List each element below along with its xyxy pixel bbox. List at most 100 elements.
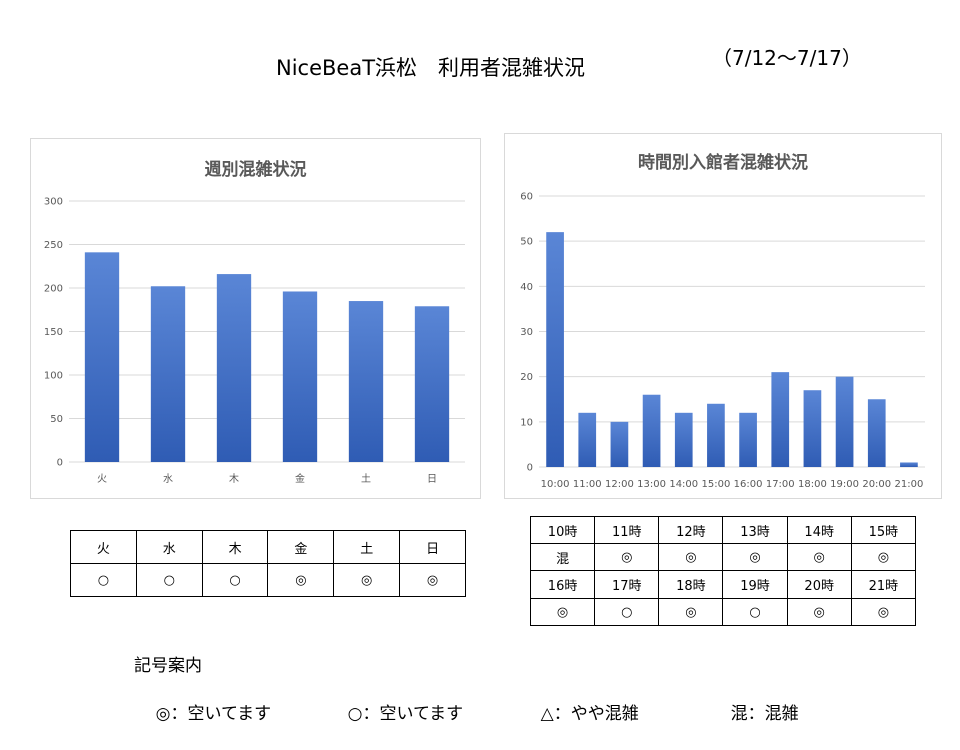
hourly-status-cell: ◎ bbox=[786, 598, 852, 626]
hourly-hour-cell: 17時 bbox=[594, 570, 660, 599]
x-tick-label: 13:00 bbox=[637, 479, 666, 490]
bar bbox=[835, 376, 854, 467]
y-tick-label: 0 bbox=[57, 458, 63, 469]
hourly-chart-title: 時間別入館者混雑状況 bbox=[638, 153, 808, 173]
y-tick-label: 100 bbox=[44, 371, 63, 382]
weekly-status-cell: ◎ bbox=[267, 563, 335, 597]
date-range: （7/12～7/17） bbox=[712, 46, 862, 70]
x-tick-label: 19:00 bbox=[830, 479, 859, 490]
y-tick-label: 150 bbox=[44, 327, 63, 338]
x-tick-label: 12:00 bbox=[605, 479, 634, 490]
y-tick-label: 250 bbox=[44, 240, 63, 251]
weekly-day-cell: 金 bbox=[267, 530, 335, 564]
bar bbox=[739, 412, 757, 467]
x-tick-label: 10:00 bbox=[541, 479, 570, 490]
bar bbox=[771, 372, 790, 467]
hourly-hour-row: 10時 11時 12時 13時 14時 15時 bbox=[529, 516, 917, 544]
hourly-hour-cell: 10時 bbox=[529, 516, 596, 544]
y-tick-label: 10 bbox=[520, 417, 533, 428]
hourly-status-cell: ◎ bbox=[850, 543, 917, 571]
weekly-status-cell: ○ bbox=[201, 563, 269, 597]
hourly-hour-cell: 18時 bbox=[658, 570, 724, 599]
bar bbox=[707, 403, 725, 467]
bar bbox=[348, 301, 384, 462]
hourly-status-cell: ◎ bbox=[658, 543, 724, 571]
weekly-status-table: 火 水 木 金 土 日 ○ ○ ○ ◎ ◎ ◎ bbox=[70, 530, 466, 597]
weekly-day-cell: 火 bbox=[70, 530, 137, 564]
legend-item: △：やや混雑 bbox=[540, 704, 639, 724]
weekly-day-cell: 日 bbox=[399, 530, 466, 564]
bar bbox=[150, 286, 186, 462]
x-tick-label: 21:00 bbox=[895, 479, 924, 490]
x-tick-label: 土 bbox=[361, 472, 371, 485]
hourly-status-cell: ◎ bbox=[529, 598, 596, 626]
hourly-status-cell: ◎ bbox=[658, 598, 724, 626]
legend-item: 混：混雑 bbox=[730, 704, 799, 724]
hourly-status-cell: ○ bbox=[594, 598, 660, 626]
y-tick-label: 50 bbox=[520, 237, 533, 248]
hourly-status-cell: ○ bbox=[722, 598, 788, 626]
weekly-day-cell: 木 bbox=[201, 530, 269, 564]
hourly-hour-cell: 19時 bbox=[722, 570, 788, 599]
hourly-status-cell: ◎ bbox=[594, 543, 660, 571]
hourly-hour-cell: 11時 bbox=[594, 516, 660, 544]
x-tick-label: 18:00 bbox=[798, 479, 827, 490]
x-tick-label: 20:00 bbox=[862, 479, 891, 490]
weekly-status-cell: ○ bbox=[70, 563, 137, 597]
hourly-hour-cell: 12時 bbox=[658, 516, 724, 544]
hourly-status-cell: ◎ bbox=[722, 543, 788, 571]
bar bbox=[84, 252, 120, 462]
bar bbox=[674, 412, 693, 467]
hourly-status-row: ◎ ○ ◎ ○ ◎ ◎ bbox=[529, 598, 917, 626]
hourly-chart-svg: 0 10 20 30 40 50 60 10:00 11:00 12:00 13:00 14:00 15… bbox=[520, 192, 925, 490]
bar bbox=[900, 462, 918, 467]
weekly-chart: 週別混雑状況 0 50 100 150 200 250 300 火 水 木 金 土 日 bbox=[30, 138, 481, 499]
legend-items: ◎：空いてます ○：空いてます △：やや混雑 混：混雑 bbox=[134, 678, 799, 750]
hourly-hour-cell: 14時 bbox=[786, 516, 852, 544]
x-tick-label: 17:00 bbox=[766, 479, 795, 490]
hourly-hour-cell: 21時 bbox=[850, 570, 917, 599]
bar bbox=[610, 421, 629, 467]
hourly-hour-cell: 13時 bbox=[722, 516, 788, 544]
hourly-hour-cell: 16時 bbox=[529, 570, 596, 599]
y-tick-label: 300 bbox=[44, 197, 63, 208]
weekly-status-row: ○ ○ ○ ◎ ◎ ◎ bbox=[70, 563, 466, 597]
x-tick-label: 木 bbox=[229, 473, 239, 485]
weekly-chart-svg: 0 50 100 150 200 250 300 火 水 木 金 土 日 bbox=[44, 197, 465, 485]
x-tick-label: 11:00 bbox=[573, 479, 602, 490]
weekly-day-cell: 水 bbox=[135, 530, 203, 564]
weekly-day-row: 火 水 木 金 土 日 bbox=[70, 530, 466, 564]
x-tick-label: 火 bbox=[97, 473, 107, 485]
y-tick-label: 50 bbox=[50, 414, 63, 425]
hourly-status-cell: ◎ bbox=[850, 598, 917, 626]
x-tick-label: 15:00 bbox=[702, 479, 731, 490]
hourly-hour-row: 16時 17時 18時 19時 20時 21時 bbox=[529, 570, 917, 599]
y-tick-label: 40 bbox=[520, 282, 533, 293]
weekly-status-cell: ◎ bbox=[399, 563, 466, 597]
bar bbox=[867, 399, 886, 467]
weekly-status-cell: ○ bbox=[135, 563, 203, 597]
symbol-legend: 記号案内 ◎：空いてます ○：空いてます △：やや混雑 混：混雑 bbox=[134, 654, 799, 750]
y-tick-label: 0 bbox=[527, 463, 533, 474]
page-title: NiceBeaT浜松 利用者混雑状況 bbox=[276, 56, 586, 80]
hourly-status-row: 混 ◎ ◎ ◎ ◎ ◎ bbox=[529, 543, 917, 571]
x-tick-label: 水 bbox=[163, 473, 173, 485]
y-tick-label: 60 bbox=[520, 192, 533, 203]
weekly-chart-title: 週別混雑状況 bbox=[204, 160, 307, 180]
bar bbox=[414, 306, 450, 462]
weekly-day-cell: 土 bbox=[333, 530, 401, 564]
bar bbox=[546, 232, 564, 467]
bar bbox=[578, 412, 597, 467]
legend-item: ◎：空いてます bbox=[155, 704, 272, 724]
bar bbox=[642, 394, 661, 467]
bar bbox=[282, 291, 318, 462]
bar bbox=[216, 274, 252, 462]
legend-title: 記号案内 bbox=[134, 656, 202, 676]
x-tick-label: 日 bbox=[427, 474, 437, 485]
hourly-hour-cell: 20時 bbox=[786, 570, 852, 599]
weekly-status-cell: ◎ bbox=[333, 563, 401, 597]
y-tick-label: 200 bbox=[44, 284, 63, 295]
hourly-hour-cell: 15時 bbox=[850, 516, 917, 544]
y-tick-label: 20 bbox=[520, 372, 533, 383]
hourly-chart: 時間別入館者混雑状況 0 10 20 30 40 50 60 10:00 11:00 12:00 1… bbox=[504, 133, 942, 499]
